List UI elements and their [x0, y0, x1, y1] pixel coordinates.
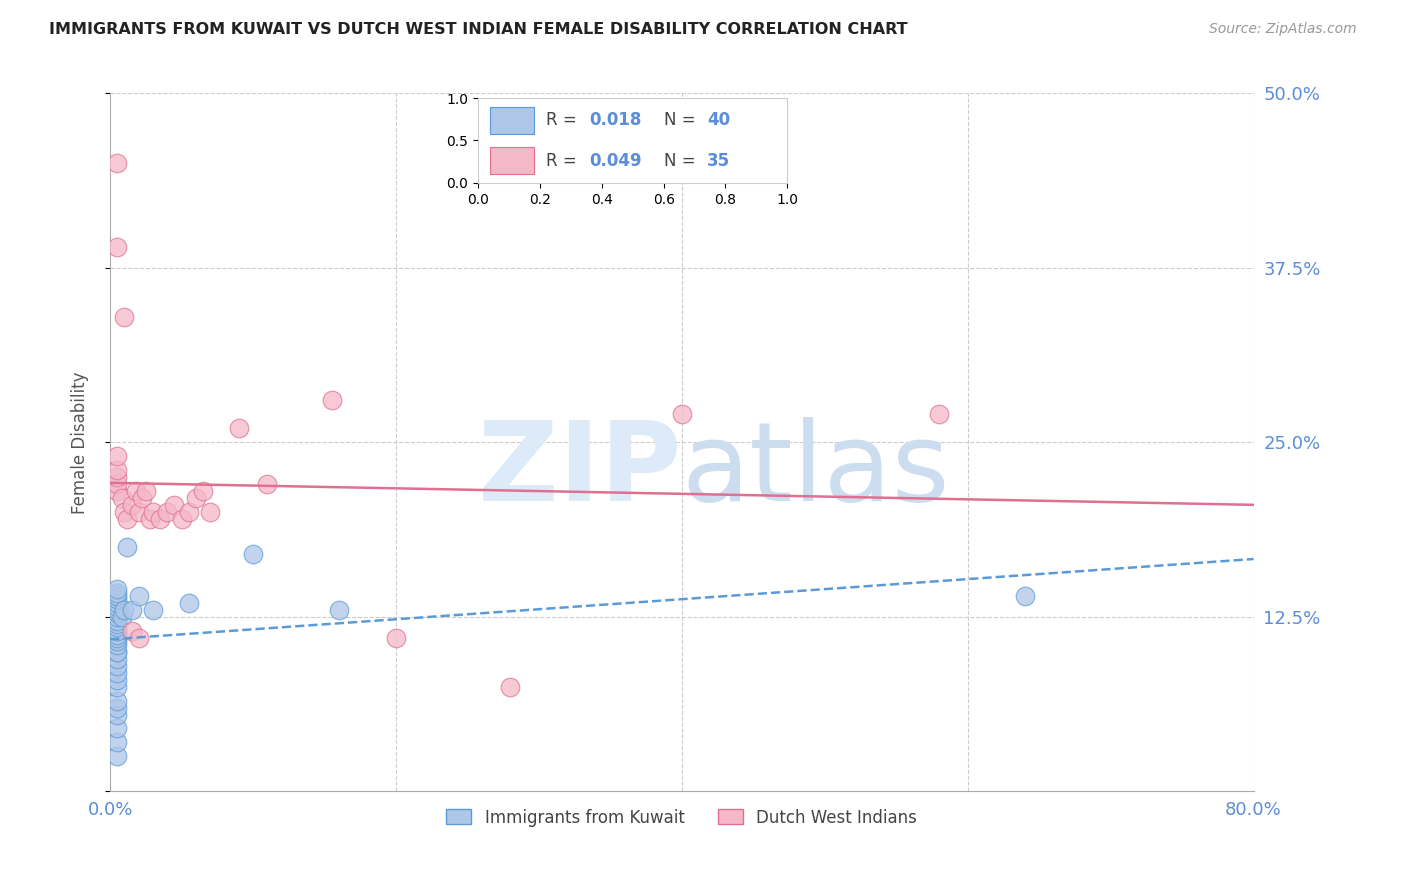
Point — [105, 631, 128, 645]
Point — [105, 616, 128, 631]
Text: atlas: atlas — [682, 417, 950, 524]
Point — [499, 680, 522, 694]
Point — [121, 498, 143, 512]
Point — [110, 491, 132, 505]
Point — [128, 589, 150, 603]
Point — [105, 589, 128, 603]
Text: R =: R = — [546, 152, 582, 169]
Point — [191, 484, 214, 499]
Point — [135, 484, 157, 499]
Point — [105, 614, 128, 628]
Bar — [491, 147, 534, 175]
Point — [131, 491, 153, 505]
Point — [110, 609, 132, 624]
Point — [115, 512, 138, 526]
Point — [156, 505, 179, 519]
Point — [242, 547, 264, 561]
Point — [385, 631, 408, 645]
Point — [105, 700, 128, 714]
Point — [105, 645, 128, 659]
Bar — [491, 107, 534, 134]
Y-axis label: Female Disability: Female Disability — [72, 371, 89, 514]
Text: Source: ZipAtlas.com: Source: ZipAtlas.com — [1209, 22, 1357, 37]
Point — [128, 505, 150, 519]
Point — [112, 505, 135, 519]
Text: 0.049: 0.049 — [589, 152, 643, 169]
Point — [128, 631, 150, 645]
Point — [170, 512, 193, 526]
Point — [105, 693, 128, 707]
Point — [121, 603, 143, 617]
Point — [115, 540, 138, 554]
Point — [142, 603, 165, 617]
Point — [198, 505, 221, 519]
Point — [321, 393, 343, 408]
Point — [105, 596, 128, 610]
Point — [177, 596, 200, 610]
Point — [139, 512, 162, 526]
Point — [105, 735, 128, 749]
Point — [125, 484, 148, 499]
Text: R =: R = — [546, 112, 582, 129]
Point — [105, 638, 128, 652]
Point — [105, 156, 128, 170]
Point — [149, 512, 172, 526]
Point — [228, 421, 250, 435]
Point — [105, 673, 128, 687]
Point — [105, 645, 128, 659]
Text: IMMIGRANTS FROM KUWAIT VS DUTCH WEST INDIAN FEMALE DISABILITY CORRELATION CHART: IMMIGRANTS FROM KUWAIT VS DUTCH WEST IND… — [49, 22, 908, 37]
Text: N =: N = — [664, 112, 700, 129]
Point — [1014, 589, 1036, 603]
Point — [105, 624, 128, 638]
Point — [105, 628, 128, 642]
Point — [105, 707, 128, 722]
Point — [177, 505, 200, 519]
Point — [105, 609, 128, 624]
Point — [328, 603, 350, 617]
Point — [105, 749, 128, 764]
Point — [105, 582, 128, 596]
Text: 0.018: 0.018 — [589, 112, 641, 129]
Point — [105, 658, 128, 673]
Point — [105, 240, 128, 254]
Point — [112, 603, 135, 617]
Point — [112, 310, 135, 324]
Point — [105, 633, 128, 648]
Point — [256, 477, 278, 491]
Text: 40: 40 — [707, 112, 730, 129]
Point — [105, 591, 128, 606]
Point — [105, 651, 128, 665]
Text: 35: 35 — [707, 152, 730, 169]
Point — [105, 680, 128, 694]
Point — [105, 603, 128, 617]
Point — [184, 491, 207, 505]
Point — [105, 450, 128, 464]
Point — [163, 498, 186, 512]
Point — [121, 624, 143, 638]
Point — [105, 463, 128, 477]
Point — [105, 619, 128, 633]
Legend: Immigrants from Kuwait, Dutch West Indians: Immigrants from Kuwait, Dutch West India… — [440, 802, 924, 833]
Text: N =: N = — [664, 152, 700, 169]
Point — [105, 600, 128, 615]
Point — [671, 408, 693, 422]
Point — [105, 484, 128, 499]
Point — [105, 606, 128, 620]
Point — [105, 470, 128, 484]
Point — [105, 722, 128, 736]
Point — [928, 408, 950, 422]
Point — [105, 477, 128, 491]
Text: ZIP: ZIP — [478, 417, 682, 524]
Point — [142, 505, 165, 519]
Point — [105, 586, 128, 600]
Point — [105, 665, 128, 680]
